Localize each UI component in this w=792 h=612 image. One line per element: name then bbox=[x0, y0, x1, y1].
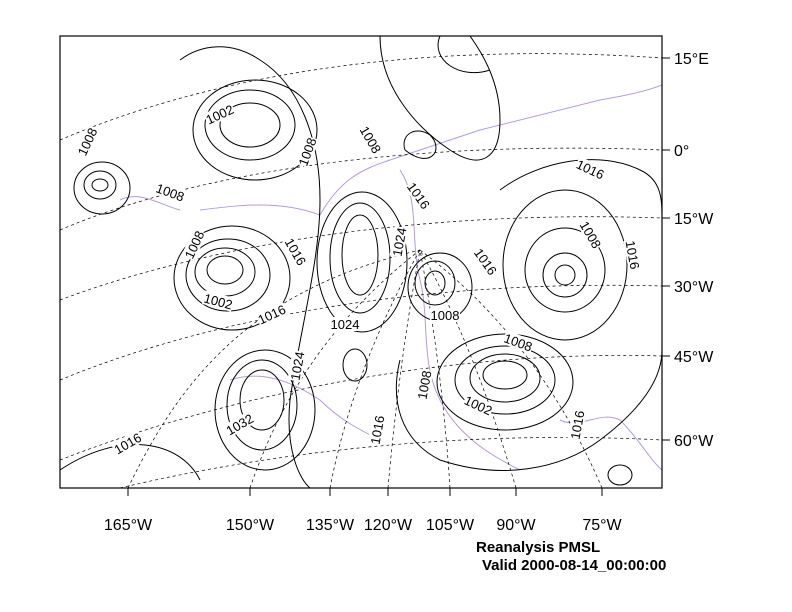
contour-label: 1008 bbox=[182, 229, 208, 262]
contour-label: 1024 bbox=[390, 226, 410, 257]
contour-label: 1002 bbox=[462, 393, 495, 419]
lat-label: 60°W bbox=[674, 433, 714, 450]
contour-label: 1016 bbox=[623, 239, 643, 270]
lon-label: 75°W bbox=[582, 517, 622, 534]
lon-label: 135°W bbox=[306, 517, 355, 534]
contour-label: 1016 bbox=[368, 414, 388, 445]
contour-label: 1016 bbox=[256, 302, 289, 328]
lat-label: 15°E bbox=[674, 51, 709, 68]
contour-label: 1016 bbox=[471, 246, 500, 278]
axis-ticks bbox=[127, 57, 670, 496]
contour-label: 1016 bbox=[568, 409, 588, 440]
contour-label: 1008 bbox=[154, 181, 186, 205]
contour-label: 1024 bbox=[331, 317, 360, 332]
lon-label: 165°W bbox=[104, 517, 153, 534]
lon-label: 90°W bbox=[496, 517, 536, 534]
contour-label: 1002 bbox=[202, 291, 234, 313]
lon-label: 105°W bbox=[426, 517, 475, 534]
valid-time: Valid 2000-08-14_00:00:00 bbox=[482, 557, 667, 574]
contour-label: 1008 bbox=[415, 369, 435, 400]
lat-label: 30°W bbox=[674, 279, 714, 296]
lat-label: 45°W bbox=[674, 349, 714, 366]
plot-title: Reanalysis PMSL bbox=[476, 539, 601, 556]
contour-label: 1008 bbox=[502, 331, 534, 355]
contour-label: 1008 bbox=[431, 308, 460, 323]
lon-label: 150°W bbox=[226, 517, 275, 534]
contour-label: 1024 bbox=[288, 350, 308, 381]
contour-label: 1016 bbox=[404, 180, 433, 212]
lat-label: 15°W bbox=[674, 211, 714, 228]
lat-label: 0° bbox=[674, 143, 689, 160]
map-frame bbox=[59, 35, 663, 489]
lon-label: 120°W bbox=[364, 517, 413, 534]
contour-label: 1008 bbox=[75, 126, 101, 159]
contour-label: 1016 bbox=[574, 157, 607, 183]
pressure-contours bbox=[60, 36, 662, 488]
